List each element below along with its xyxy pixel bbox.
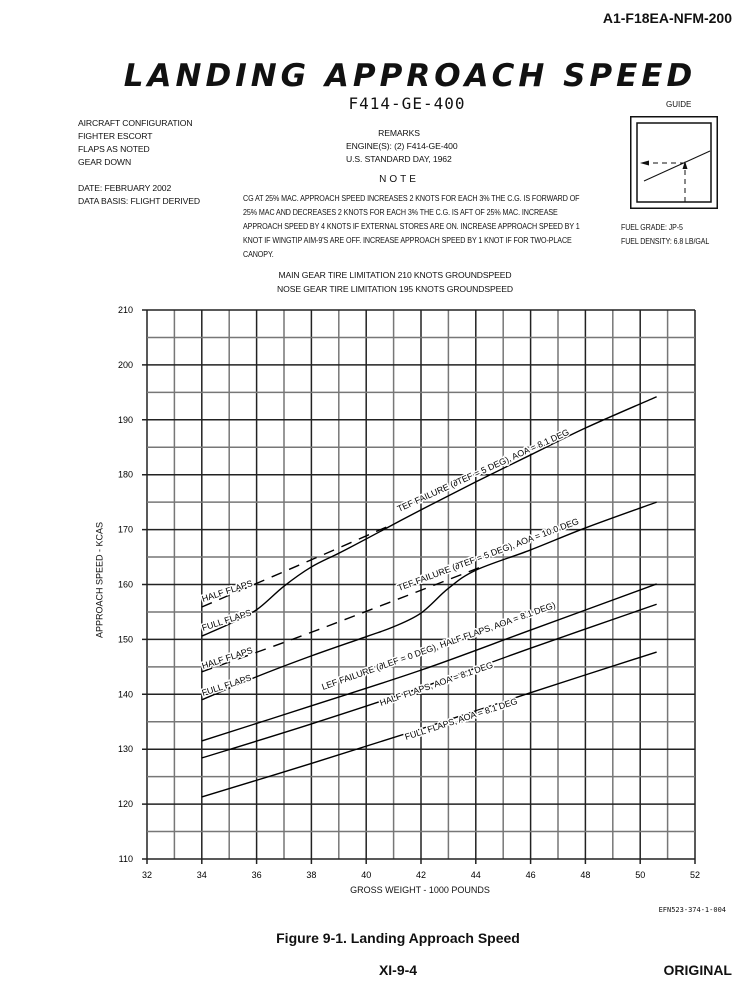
data-basis: DATA BASIS: FLIGHT DERIVED [78,196,201,206]
page-number: XI-9-4 [378,962,418,978]
config-line: AIRCRAFT CONFIGURATION [78,118,193,128]
engine-title: F414-GE-400 [348,94,466,113]
x-tick-label: 42 [416,870,426,880]
series-line-1 [201,525,389,608]
x-tick-label: 40 [361,870,371,880]
guide-outer-frame [630,116,718,209]
note-text: CG AT 25% MAC. APPROACH SPEED INCREASES … [243,193,580,259]
chart-title: LANDING APPROACH SPEED [123,58,697,94]
x-tick-label: 46 [526,870,536,880]
note-title: NOTE [379,174,419,185]
guide-label: GUIDE [666,100,692,109]
main-gear-limit: MAIN GEAR TIRE LIMITATION 210 KNOTS GROU… [278,270,512,280]
fuel-density: FUEL DENSITY: 6.8 LB/GAL [621,236,710,246]
config-line: FLAPS AS NOTED [78,144,150,154]
y-tick-label: 140 [118,689,133,699]
y-axis-label: APPROACH SPEED - KCAS [94,521,105,639]
x-tick-label: 34 [197,870,207,880]
arrow-left-icon [640,160,649,166]
y-tick-label: 200 [118,360,133,370]
x-tick-label: 36 [252,870,262,880]
y-tick-label: 180 [118,470,133,480]
remarks: ENGINE(S): (2) F414-GE-400 U.S. STANDARD… [346,140,458,166]
y-tick-label: 190 [118,415,133,425]
series-line-6 [201,651,657,798]
curve-label: HALF FLAPS [201,578,254,604]
remarks-line: ENGINE(S): (2) F414-GE-400 [346,141,458,151]
series-line-2 [201,501,657,701]
x-tick-label: 38 [306,870,316,880]
x-tick-label: 52 [690,870,700,880]
fuel-info: FUEL GRADE: JP-5 FUEL DENSITY: 6.8 LB/GA… [621,220,709,248]
series-line-0 [201,396,657,637]
x-tick-label: 48 [580,870,590,880]
series-line-4 [201,583,657,742]
series-line-5 [201,603,657,759]
x-tick-label: 44 [471,870,481,880]
figure-code: EFN523-374-1-004 [658,906,726,914]
guide-inner-frame [636,122,712,203]
x-axis-label: GROSS WEIGHT - 1000 POUNDS [350,885,490,895]
y-tick-label: 120 [118,799,133,809]
y-tick-label: 110 [119,854,133,864]
curve-label: TEF FAILURE (∂TEF = 5 DEG), AOA = 10.0 D… [396,516,580,593]
fuel-grade: FUEL GRADE: JP-5 [621,222,683,232]
figure-caption: Figure 9-1. Landing Approach Speed [276,930,520,946]
remarks-title: REMARKS [378,128,420,138]
nose-gear-limit: NOSE GEAR TIRE LIMITATION 195 KNOTS GROU… [277,284,513,294]
config-line: FIGHTER ESCORT [78,131,153,141]
document-id: A1-F18EA-NFM-200 [602,10,732,26]
y-tick-label: 170 [118,525,133,535]
aircraft-configuration: AIRCRAFT CONFIGURATION FIGHTER ESCORT FL… [78,117,200,208]
remarks-line: U.S. STANDARD DAY, 1962 [346,154,452,164]
date: DATE: FEBRUARY 2002 [78,183,172,193]
curve-label: TEF FAILURE (∂TEF = 5 DEG), AOA = 8.1 DE… [396,427,571,514]
revision-status: ORIGINAL [663,962,732,978]
arrow-up-icon [682,161,688,169]
series-line-3 [201,566,482,673]
config-line: GEAR DOWN [78,157,132,167]
y-tick-label: 160 [118,580,133,590]
guide-curve [643,150,711,182]
tire-limitations: MAIN GEAR TIRE LIMITATION 210 KNOTS GROU… [235,268,555,296]
y-tick-label: 130 [118,744,133,754]
y-tick-label: 210 [118,305,133,315]
x-tick-label: 50 [635,870,645,880]
x-tick-label: 32 [142,870,152,880]
guide-diagram [630,116,718,209]
y-tick-label: 150 [118,634,133,644]
